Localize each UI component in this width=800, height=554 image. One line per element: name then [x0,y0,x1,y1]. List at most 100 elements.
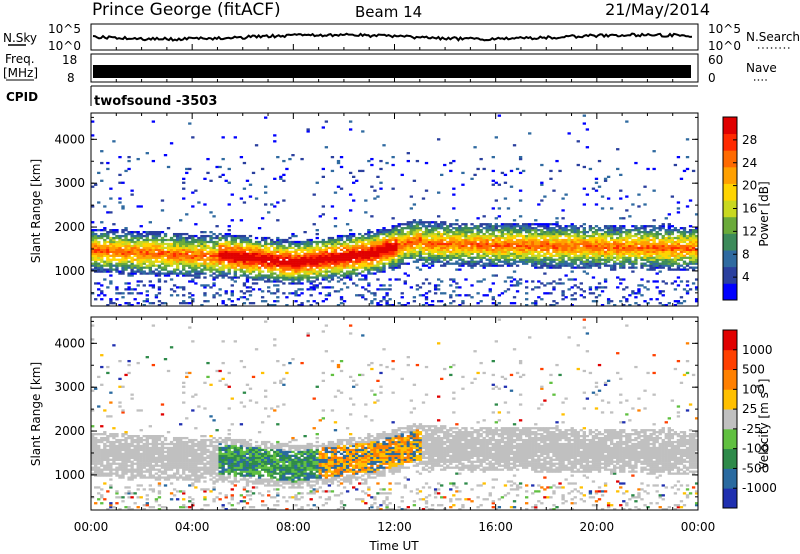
power-cell [294,244,298,248]
power-cell [609,242,614,246]
power-cell [446,246,450,250]
power-cell [625,229,629,232]
power-cell [616,254,620,257]
power-cell [570,286,574,289]
power-cell [421,236,426,240]
power-cell [270,262,274,265]
power-cell [461,242,465,246]
power-cell [227,203,231,206]
power-cell [382,242,386,246]
power-cell [209,211,213,214]
power-cell [482,215,486,218]
power-cell [625,286,629,289]
power-cell [315,236,319,240]
power-cell [412,254,417,257]
power-cell [294,278,298,281]
power-cell [518,240,523,244]
velocity-cell [94,444,98,448]
power-cell [694,266,699,269]
power-cell [682,268,687,271]
power-cell [412,221,417,224]
power-cell [236,250,241,254]
power-cell [330,169,335,173]
power-cell [251,244,256,248]
power-cell [631,270,635,273]
power-cell [376,244,380,248]
power-cell [254,144,259,147]
power-cell [622,225,626,228]
power-cell [157,272,162,275]
power-cell [118,264,122,267]
power-cell [373,240,377,244]
power-cell [182,266,186,269]
power-cell [370,266,374,269]
power-cell [616,242,620,246]
power-cell [136,157,140,161]
power-cell [549,232,553,236]
power-cell [382,144,386,147]
power-cell [664,256,668,259]
power-cell [248,262,253,265]
power-cell [600,234,605,238]
power-cell [515,225,520,228]
power-cell [561,258,565,261]
power-cell [406,274,410,277]
power-cell [306,238,310,242]
power-cell [103,240,107,244]
power-cell [300,274,304,277]
power-cell [467,246,471,250]
power-cell [412,232,417,236]
power-cell [200,234,204,238]
power-cell [179,240,183,244]
power-cell [333,244,338,248]
power-cell [403,236,407,240]
power-cell [482,246,486,250]
power-cell [218,260,222,263]
power-cell [94,229,98,232]
power-cell [315,286,319,289]
power-cell [682,227,687,230]
power-cell [473,236,477,240]
power-cell [491,302,495,305]
power-cell [172,254,177,257]
power-cell [606,250,611,254]
power-cell [515,260,520,263]
power-cell [440,236,444,240]
power-cell [127,240,131,244]
power-cell [221,254,225,257]
power-cell [691,238,696,242]
power-cell [458,258,462,261]
power-cell [400,258,404,261]
power-cell [315,260,319,263]
power-cell [537,296,541,299]
power-cell [251,288,256,291]
power-cell [564,232,568,236]
power-cell [233,246,237,250]
power-cell [361,234,365,238]
power-cell [273,304,277,307]
power-cell [506,244,511,248]
power-cell [664,244,668,248]
power-cell [151,260,156,263]
power-cell [552,227,556,230]
power-cell [473,256,477,259]
power-cell [691,232,696,236]
y-tick-label: 1000 [54,264,85,278]
power-cell [588,262,593,265]
power-cell [100,252,104,255]
power-cell [497,256,502,259]
power-cell [324,246,329,250]
velocity-cell [121,411,125,414]
power-cell [458,250,462,254]
power-cell [673,163,678,167]
power-cell [521,169,526,173]
velocity-cell [94,448,98,452]
power-cell [637,246,641,250]
power-cell [382,266,386,269]
power-cell [397,230,401,234]
power-cell [479,254,483,257]
power-cell [215,258,219,261]
power-cell [424,260,429,263]
power-cell [685,246,690,250]
power-cell [136,266,140,269]
